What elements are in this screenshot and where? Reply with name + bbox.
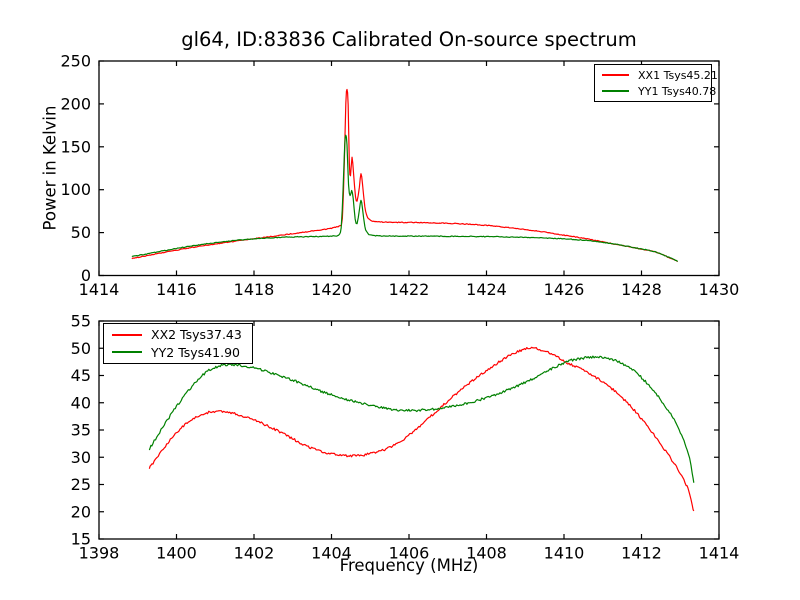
top-plot-series-line-YY1 [131,134,679,262]
top-plot-y-tick-label: 100 [60,180,91,199]
top-plot-x-tick-label: 1420 [311,280,352,299]
bottom-plot-x-tick-label: 1400 [156,544,197,563]
top-plot-x-tick-label: 1428 [621,280,662,299]
legend-entry: YY2 Tsys41.90 [112,344,248,362]
top-y-axis-label: Power in Kelvin [40,105,60,231]
legend-label: XX1 Tsys45.21 [638,68,718,82]
bottom-plot-y-tick-label: 35 [71,421,91,440]
top-plot-y-tick-label: 150 [60,137,91,156]
top-plot-x-tick-label: 1416 [156,280,197,299]
bottom-plot-x-tick-label: 1404 [311,544,352,563]
top-plot-y-tick-label: 250 [60,52,91,71]
bottom-x-axis-label: Frequency (MHz) [339,556,479,575]
legend-entry: XX1 Tsys45.21 [602,67,718,83]
bottom-plot-y-tick-label: 55 [71,312,91,331]
top-plot-x-tick-label: 1414 [79,280,120,299]
legend-entry: YY1 Tsys40.78 [602,83,716,99]
bottom-plot-x-tick-label: 1414 [699,544,740,563]
bottom-plot-y-tick-label: 45 [71,366,91,385]
bottom-plot-series-line-XX2 [148,346,695,512]
bottom-plot-y-tick-label: 50 [71,339,91,358]
legend-label: XX2 Tsys37.43 [151,327,242,343]
bottom-plot-y-tick-label: 25 [71,475,91,494]
bottom-plot-x-tick-label: 1398 [79,544,120,563]
top-legend: XX1 Tsys45.21 YY1 Tsys40.78 [594,64,718,102]
bottom-plot-x-tick-label: 1410 [544,544,585,563]
top-plot-y-tick-label: 50 [71,223,91,242]
legend-line-swatch-red [112,333,142,336]
bottom-plot-x-tick-label: 1412 [621,544,662,563]
bottom-plot-y-tick-label: 20 [71,502,91,521]
bottom-plot-series-line-YY2 [148,355,695,483]
bottom-plot-y-tick-label: 15 [71,530,91,549]
top-plot-x-tick-label: 1430 [699,280,740,299]
legend-line-swatch-green [112,351,142,354]
legend-line-swatch-green [602,90,629,92]
legend-line-swatch-red [602,74,629,76]
legend-entry: XX2 Tsys37.43 [112,326,248,344]
top-plot-x-tick-label: 1418 [234,280,275,299]
bottom-plot-x-tick-label: 1402 [234,544,275,563]
bottom-legend: XX2 Tsys37.43 YY2 Tsys41.90 [103,323,253,364]
top-plot-y-tick-label: 200 [60,94,91,113]
top-plot-x-tick-label: 1422 [389,280,430,299]
top-plot-y-tick-label: 0 [81,266,91,285]
bottom-plot-y-tick-label: 30 [71,448,91,467]
bottom-plot-x-tick-label: 1408 [466,544,507,563]
top-plot-x-tick-label: 1424 [466,280,507,299]
plot-title: gl64, ID:83836 Calibrated On-source spec… [181,28,637,51]
top-plot-x-tick-label: 1426 [544,280,585,299]
bottom-plot-y-tick-label: 40 [71,393,91,412]
bottom-plot-x-tick-label: 1406 [389,544,430,563]
legend-label: YY1 Tsys40.78 [638,84,717,98]
legend-label: YY2 Tsys41.90 [151,344,240,360]
